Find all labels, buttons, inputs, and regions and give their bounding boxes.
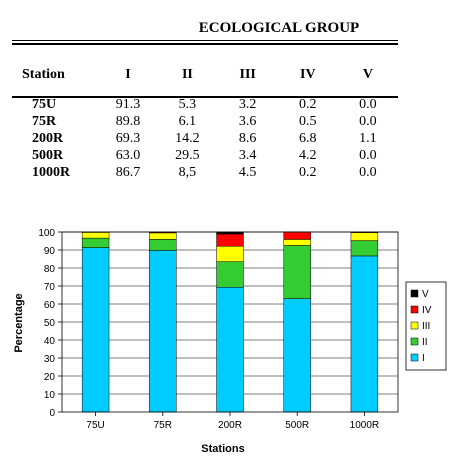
bar-segment [283, 239, 311, 246]
cell-group-i: 86.7 [115, 165, 141, 180]
header-group-v: V [362, 67, 373, 82]
cell-group-ii: 29.5 [175, 148, 200, 163]
y-tick-label: 10 [44, 390, 56, 401]
bar-segment [216, 287, 244, 413]
bar-segment [350, 255, 379, 413]
table-header-row: Station I II III IV V [12, 56, 398, 94]
cell-group-iii: 3.2 [238, 97, 257, 112]
table-top-rule-thick [12, 43, 398, 45]
bar-segment [149, 232, 177, 240]
header-group-i: I [125, 67, 131, 82]
table-group-title: ECOLOGICAL GROUP [198, 20, 360, 36]
cell-group-i: 91.3 [115, 97, 141, 112]
table-row: 75R 89.8 6.1 3.6 0.5 0.0 [12, 113, 398, 130]
y-tick-label: 0 [49, 408, 55, 419]
cell-group-iii: 8.6 [238, 131, 257, 146]
bar-segment [216, 261, 244, 288]
bar-segment [81, 232, 110, 239]
legend-swatch [410, 321, 419, 330]
bar-segment [283, 231, 311, 240]
data-table: Station I II III IV V 75U 91.3 5.3 3.2 0… [12, 56, 398, 181]
x-tick-label: 200R [218, 420, 242, 431]
y-tick-label: 90 [44, 246, 56, 257]
cell-group-ii: 5.3 [178, 97, 197, 112]
stacked-bar-chart: 0 10 20 30 40 50 60 70 80 90 100 75U 75R 200R 500R 1000… [13, 228, 447, 455]
y-tick-label: 20 [44, 372, 56, 383]
legend-label: V [422, 289, 429, 300]
cell-group-iv: 0.5 [299, 114, 317, 129]
bar-segment [81, 247, 110, 413]
cell-group-ii: 14.2 [175, 131, 200, 146]
cell-group-iii: 4.5 [238, 165, 257, 180]
header-group-iii: III [239, 67, 256, 82]
x-tick-label: 1000R [350, 420, 379, 431]
bar-segment [350, 232, 379, 241]
row-station: 500R [32, 148, 64, 163]
legend-swatch [410, 305, 419, 314]
y-tick-label: 100 [38, 228, 55, 239]
row-station: 1000R [32, 165, 71, 180]
cell-group-iii: 3.6 [238, 114, 257, 129]
bar-segment [216, 245, 244, 262]
legend-label: III [422, 321, 430, 332]
x-axis-label: Stations [201, 443, 244, 455]
plot-frame [61, 231, 399, 413]
legend-label: II [422, 337, 428, 348]
header-station: Station [22, 67, 65, 82]
bars [81, 231, 379, 413]
y-tick-label: 50 [44, 318, 56, 329]
row-station: 75R [32, 114, 57, 129]
legend-swatch [410, 337, 419, 346]
legend-label: I [422, 353, 425, 364]
row-station: 200R [32, 131, 64, 146]
x-tick-label: 75U [86, 420, 104, 431]
header-group-ii: II [181, 67, 193, 82]
cell-group-v: 0.0 [359, 97, 377, 112]
table-row: 75U 91.3 5.3 3.2 0.2 0.0 [12, 94, 398, 113]
table-row: 1000R 86.7 8,5 4.5 0.2 0.0 [12, 164, 398, 181]
table-row: 200R 69.3 14.2 8.6 6.8 1.1 [12, 130, 398, 147]
cell-group-ii: 6.1 [178, 114, 197, 129]
legend-swatch [410, 353, 419, 362]
bar-segment [350, 240, 379, 257]
table-row: 500R 63.0 29.5 3.4 4.2 0.0 [12, 147, 398, 164]
cell-group-iv: 4.2 [299, 148, 317, 163]
y-tick-label: 80 [44, 264, 56, 275]
legend-label: IV [422, 305, 432, 316]
cell-group-iii: 3.4 [238, 148, 257, 163]
table-top-rule-thin [12, 40, 398, 41]
bar-segment [283, 245, 311, 299]
bar-segment [81, 237, 110, 248]
y-axis-label: Percentage [13, 293, 25, 352]
bar-segment [149, 250, 177, 413]
y-tick-label: 60 [44, 300, 56, 311]
cell-group-iv: 0.2 [299, 165, 317, 180]
table-header-rule [12, 96, 398, 98]
row-station: 75U [32, 97, 57, 112]
header-group-iv: IV [300, 67, 316, 82]
bar-segment [216, 233, 244, 247]
cell-group-v: 0.0 [359, 148, 377, 163]
cell-group-ii: 8,5 [178, 165, 197, 180]
x-tick-label: 75R [154, 420, 172, 431]
cell-group-i: 69.3 [115, 131, 141, 146]
y-tick-label: 30 [44, 354, 56, 365]
axes: 0 10 20 30 40 50 60 70 80 90 100 75U 75R 200R 500R 1000… [38, 228, 399, 431]
cell-group-i: 63.0 [115, 148, 141, 163]
cell-group-v: 0.0 [359, 165, 377, 180]
y-tick-label: 40 [44, 336, 56, 347]
cell-group-v: 0.0 [359, 114, 377, 129]
cell-group-iv: 6.8 [299, 131, 317, 146]
bar-segment [283, 298, 311, 413]
cell-group-i: 89.8 [115, 114, 141, 129]
bar-segment [149, 239, 177, 251]
cell-group-v: 1.1 [359, 131, 377, 146]
cell-group-iv: 0.2 [299, 97, 317, 112]
legend-swatch [410, 289, 419, 298]
x-tick-label: 500R [285, 420, 309, 431]
y-tick-label: 70 [44, 282, 56, 293]
